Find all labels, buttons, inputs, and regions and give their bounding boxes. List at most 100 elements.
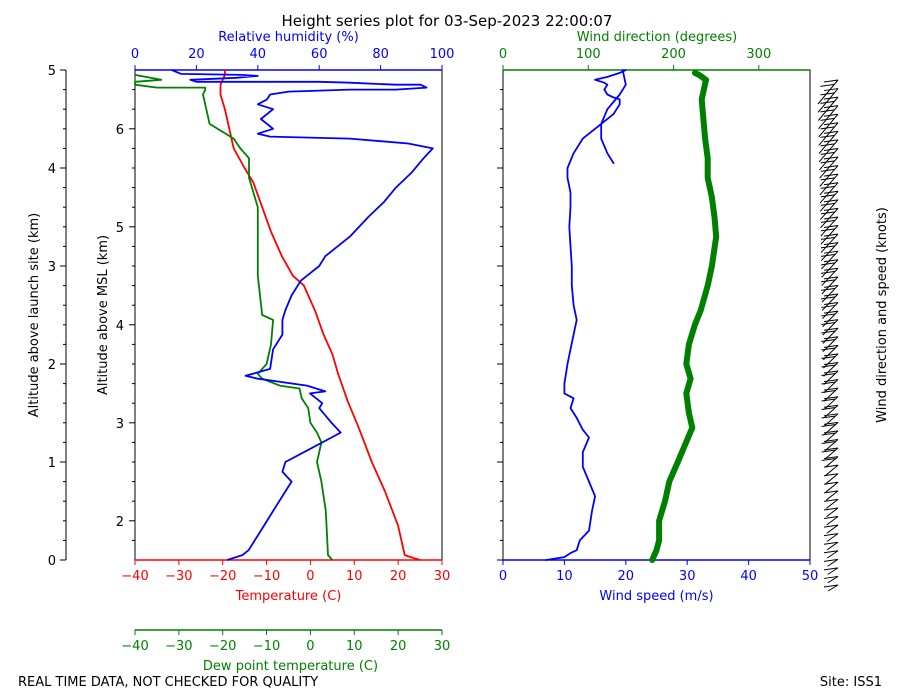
temperature-axis-tick-label: −40 bbox=[121, 569, 148, 584]
dewpoint-axis-tick-label: 30 bbox=[434, 639, 451, 654]
humidity-axis-tick-label: 0 bbox=[131, 47, 139, 62]
wind-barb bbox=[821, 353, 839, 369]
launch-altitude-axis: 0 1 2 3 4 5 Altitude above launch site (km) bbox=[27, 64, 67, 569]
wind-barb-flag bbox=[823, 430, 839, 434]
wind-barb bbox=[821, 267, 839, 286]
wind-barb bbox=[821, 430, 839, 443]
wind-barb bbox=[823, 516, 839, 526]
wind-barb-flag bbox=[823, 370, 839, 374]
temperature-line bbox=[219, 70, 421, 561]
thermo-panel: 0 1 2 3 4 5 Altitude above launch site (km) 2 3… bbox=[27, 30, 454, 674]
wind-panel: 0 10 20 30 40 50 Wind speed (m/s) 0 100 200 300 Wi… bbox=[497, 30, 818, 604]
msl-axis-tick-label: 5 bbox=[116, 221, 124, 236]
wind-speed-axis-tick-label: 10 bbox=[556, 569, 573, 584]
wind-barb bbox=[820, 233, 839, 253]
wind-speed-axis-tick-label: 0 bbox=[499, 569, 507, 584]
temperature-axis: −40 −30 −20 −10 0 10 20 30 Temperature (C) bbox=[121, 559, 451, 604]
wind-barb-flag bbox=[823, 319, 839, 323]
wind-barb-flag bbox=[820, 185, 835, 189]
wind-barb bbox=[823, 498, 839, 509]
wind-barb-flag bbox=[823, 113, 839, 117]
wind-barb-flag bbox=[823, 404, 839, 408]
wind-barb-flag bbox=[820, 109, 835, 113]
wind-plot-frame bbox=[502, 69, 811, 561]
wind-barb bbox=[821, 438, 839, 452]
wind-barb-flag bbox=[821, 330, 836, 334]
launch-axis-label: Altitude above launch site (km) bbox=[27, 213, 42, 417]
wind-barb bbox=[821, 447, 839, 460]
wind-barb-flag bbox=[823, 490, 839, 494]
wind-barb-flag bbox=[821, 364, 836, 368]
wind-barb-staff bbox=[827, 558, 839, 567]
wind-barb-flag bbox=[820, 211, 835, 215]
wind-barb-staff bbox=[817, 79, 839, 105]
wind-barb-flag bbox=[821, 406, 836, 410]
wind-barb-flag bbox=[823, 327, 839, 331]
wind-barb bbox=[821, 284, 839, 303]
humidity-axis: 0 20 40 60 80 100 Relative humidity (%) bbox=[131, 30, 454, 71]
wind-speed-axis: 0 10 20 30 40 50 Wind speed (m/s) bbox=[499, 559, 818, 604]
wind-barb-staff bbox=[824, 447, 839, 460]
wind-barb-flag bbox=[823, 456, 839, 460]
wind-barb-staff bbox=[825, 473, 839, 485]
wind-barb-flag bbox=[823, 242, 839, 246]
wind-barb bbox=[821, 361, 839, 377]
wind-barb-flag bbox=[821, 355, 836, 359]
wind-barb bbox=[823, 464, 839, 476]
wind-barb-flag bbox=[823, 233, 839, 237]
wind-barb-flag bbox=[823, 276, 839, 280]
wind-speed-axis-label: Wind speed (m/s) bbox=[599, 589, 713, 604]
msl-axis-tick-label: 3 bbox=[116, 417, 124, 432]
wind-barb-staff bbox=[821, 293, 839, 311]
site-label: Site: ISS1 bbox=[820, 675, 882, 690]
wind-barb bbox=[823, 541, 839, 551]
wind-direction-line bbox=[649, 69, 720, 563]
wind-barb bbox=[823, 490, 839, 501]
wind-panel-left-ticks bbox=[497, 89, 503, 561]
wind-barb-staff bbox=[817, 88, 839, 113]
wind-barb-flag bbox=[820, 126, 835, 130]
launch-axis-tick-label: 3 bbox=[48, 260, 56, 275]
wind-barb-flag bbox=[821, 287, 836, 291]
wind-barb-flag bbox=[820, 177, 835, 181]
wind-barb-flag bbox=[823, 575, 839, 579]
wind-barb-flag bbox=[820, 194, 835, 198]
wind-barb-flag bbox=[823, 438, 839, 442]
temperature-axis-tick-label: −10 bbox=[253, 569, 280, 584]
wind-barb-flag bbox=[820, 219, 835, 223]
wind-barb-flag bbox=[823, 225, 839, 229]
humidity-axis-tick-label: 60 bbox=[311, 47, 328, 62]
temperature-axis-tick-label: −30 bbox=[165, 569, 192, 584]
wind-series bbox=[545, 69, 720, 563]
dewpoint-axis-tick-label: 0 bbox=[306, 639, 314, 654]
temperature-axis-tick-label: 30 bbox=[434, 569, 451, 584]
wind-barb-staff bbox=[821, 276, 839, 295]
wind-barb bbox=[817, 88, 839, 113]
humidity-axis-tick-label: 80 bbox=[372, 47, 389, 62]
wind-barb bbox=[820, 259, 839, 278]
wind-barb-flag bbox=[821, 304, 836, 308]
dewpoint-axis-tick-label: −30 bbox=[165, 639, 192, 654]
wind-barb-flag bbox=[823, 541, 839, 545]
wind-barb bbox=[818, 113, 839, 138]
wind-barb-staff bbox=[825, 490, 839, 501]
chart-title: Height series plot for 03-Sep-2023 22:00… bbox=[282, 12, 613, 30]
wind-barb-staff bbox=[826, 524, 839, 534]
wind-speed-axis-tick-label: 20 bbox=[618, 569, 635, 584]
barbs-axis-label: Wind direction and speed (knots) bbox=[875, 207, 890, 423]
wind-barb bbox=[823, 558, 839, 567]
wind-barb-flag bbox=[821, 381, 836, 385]
wind-barb-flag bbox=[823, 147, 839, 151]
wind-barb-staff bbox=[818, 148, 839, 171]
wind-direction-axis-tick-label: 100 bbox=[576, 47, 601, 62]
dewpoint-axis-label: Dew point temperature (C) bbox=[203, 659, 378, 674]
wind-barb-flag bbox=[821, 313, 836, 317]
wind-barb-flag bbox=[821, 338, 836, 342]
wind-barb-staff bbox=[821, 267, 839, 286]
thermo-series bbox=[134, 69, 434, 561]
wind-speed-axis-tick-label: 30 bbox=[679, 569, 696, 584]
wind-barb-flag bbox=[821, 389, 836, 393]
wind-barb bbox=[823, 481, 839, 493]
wind-barb-flag bbox=[823, 498, 839, 502]
wind-barb-staff bbox=[823, 379, 839, 394]
